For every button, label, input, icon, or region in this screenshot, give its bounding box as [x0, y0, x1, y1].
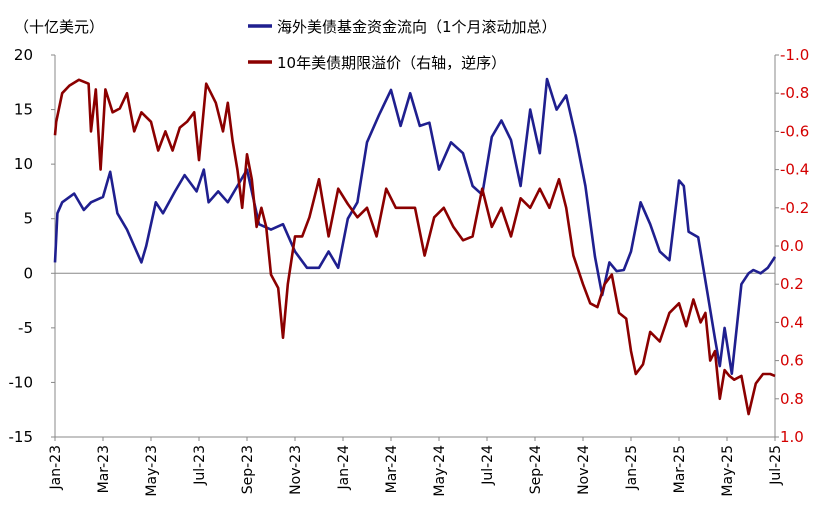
series-line-fund-flow — [53, 77, 777, 376]
x-tick-label: Nov-24 — [576, 445, 592, 495]
right-tick-label: 1.0 — [780, 428, 804, 446]
x-tick-label: Jul-23 — [192, 445, 208, 486]
x-tick-label: May-25 — [720, 445, 736, 497]
x-tick-label: Jan-25 — [624, 445, 640, 490]
x-tick-label: May-23 — [144, 445, 160, 497]
right-tick-label: 0.0 — [780, 237, 804, 255]
left-tick-label: -15 — [9, 428, 34, 446]
unit-label: （十亿美元） — [14, 18, 104, 36]
right-tick-label: -1.0 — [780, 46, 809, 64]
x-tick-label: Jul-25 — [768, 445, 784, 486]
right-tick-label: -0.4 — [780, 161, 809, 179]
left-tick-label: 5 — [23, 210, 33, 228]
x-tick-label: Mar-25 — [672, 445, 688, 493]
left-tick-label: 20 — [14, 46, 33, 64]
series-layer — [53, 77, 777, 416]
right-tick-label: -0.6 — [780, 122, 809, 140]
legend-label-fund-flow: 海外美债基金资金流向（1个月滚动加总） — [277, 18, 557, 36]
series-line-term-premium — [53, 78, 776, 416]
right-tick-label: 0.2 — [780, 275, 804, 293]
axes-layer: 20 15 10 5 0 -5 -10 -15 -1.0 -0.8 -0.6 -0.4 -0.2 0.0 0… — [9, 46, 810, 497]
x-tick-label: Sep-23 — [240, 445, 256, 494]
left-tick-label: 15 — [14, 101, 33, 119]
right-tick-label: 0.6 — [780, 352, 804, 370]
x-tick-label: May-24 — [432, 445, 448, 497]
right-tick-label: 0.4 — [780, 313, 804, 331]
x-tick-label: Jan-24 — [336, 445, 352, 491]
left-tick-label: 0 — [23, 264, 33, 282]
left-tick-label: -10 — [9, 373, 34, 391]
left-tick-label: 10 — [14, 155, 33, 173]
right-tick-label: -0.2 — [780, 199, 809, 217]
right-tick-label: 0.8 — [780, 390, 804, 408]
x-tick-label: Nov-23 — [288, 445, 304, 495]
x-tick-label: Mar-23 — [96, 445, 112, 493]
right-tick-label: -0.8 — [780, 84, 809, 102]
x-tick-label: Mar-24 — [384, 445, 400, 493]
legend: 海外美债基金资金流向（1个月滚动加总） 10年美债期限溢价（右轴，逆序） — [248, 18, 557, 72]
x-tick-label: Sep-24 — [528, 445, 544, 494]
left-tick-label: -5 — [18, 319, 33, 337]
x-tick-label: Jul-24 — [480, 445, 496, 486]
x-tick-label: Jan-23 — [48, 445, 64, 490]
legend-label-term-premium: 10年美债期限溢价（右轴，逆序） — [277, 54, 506, 72]
